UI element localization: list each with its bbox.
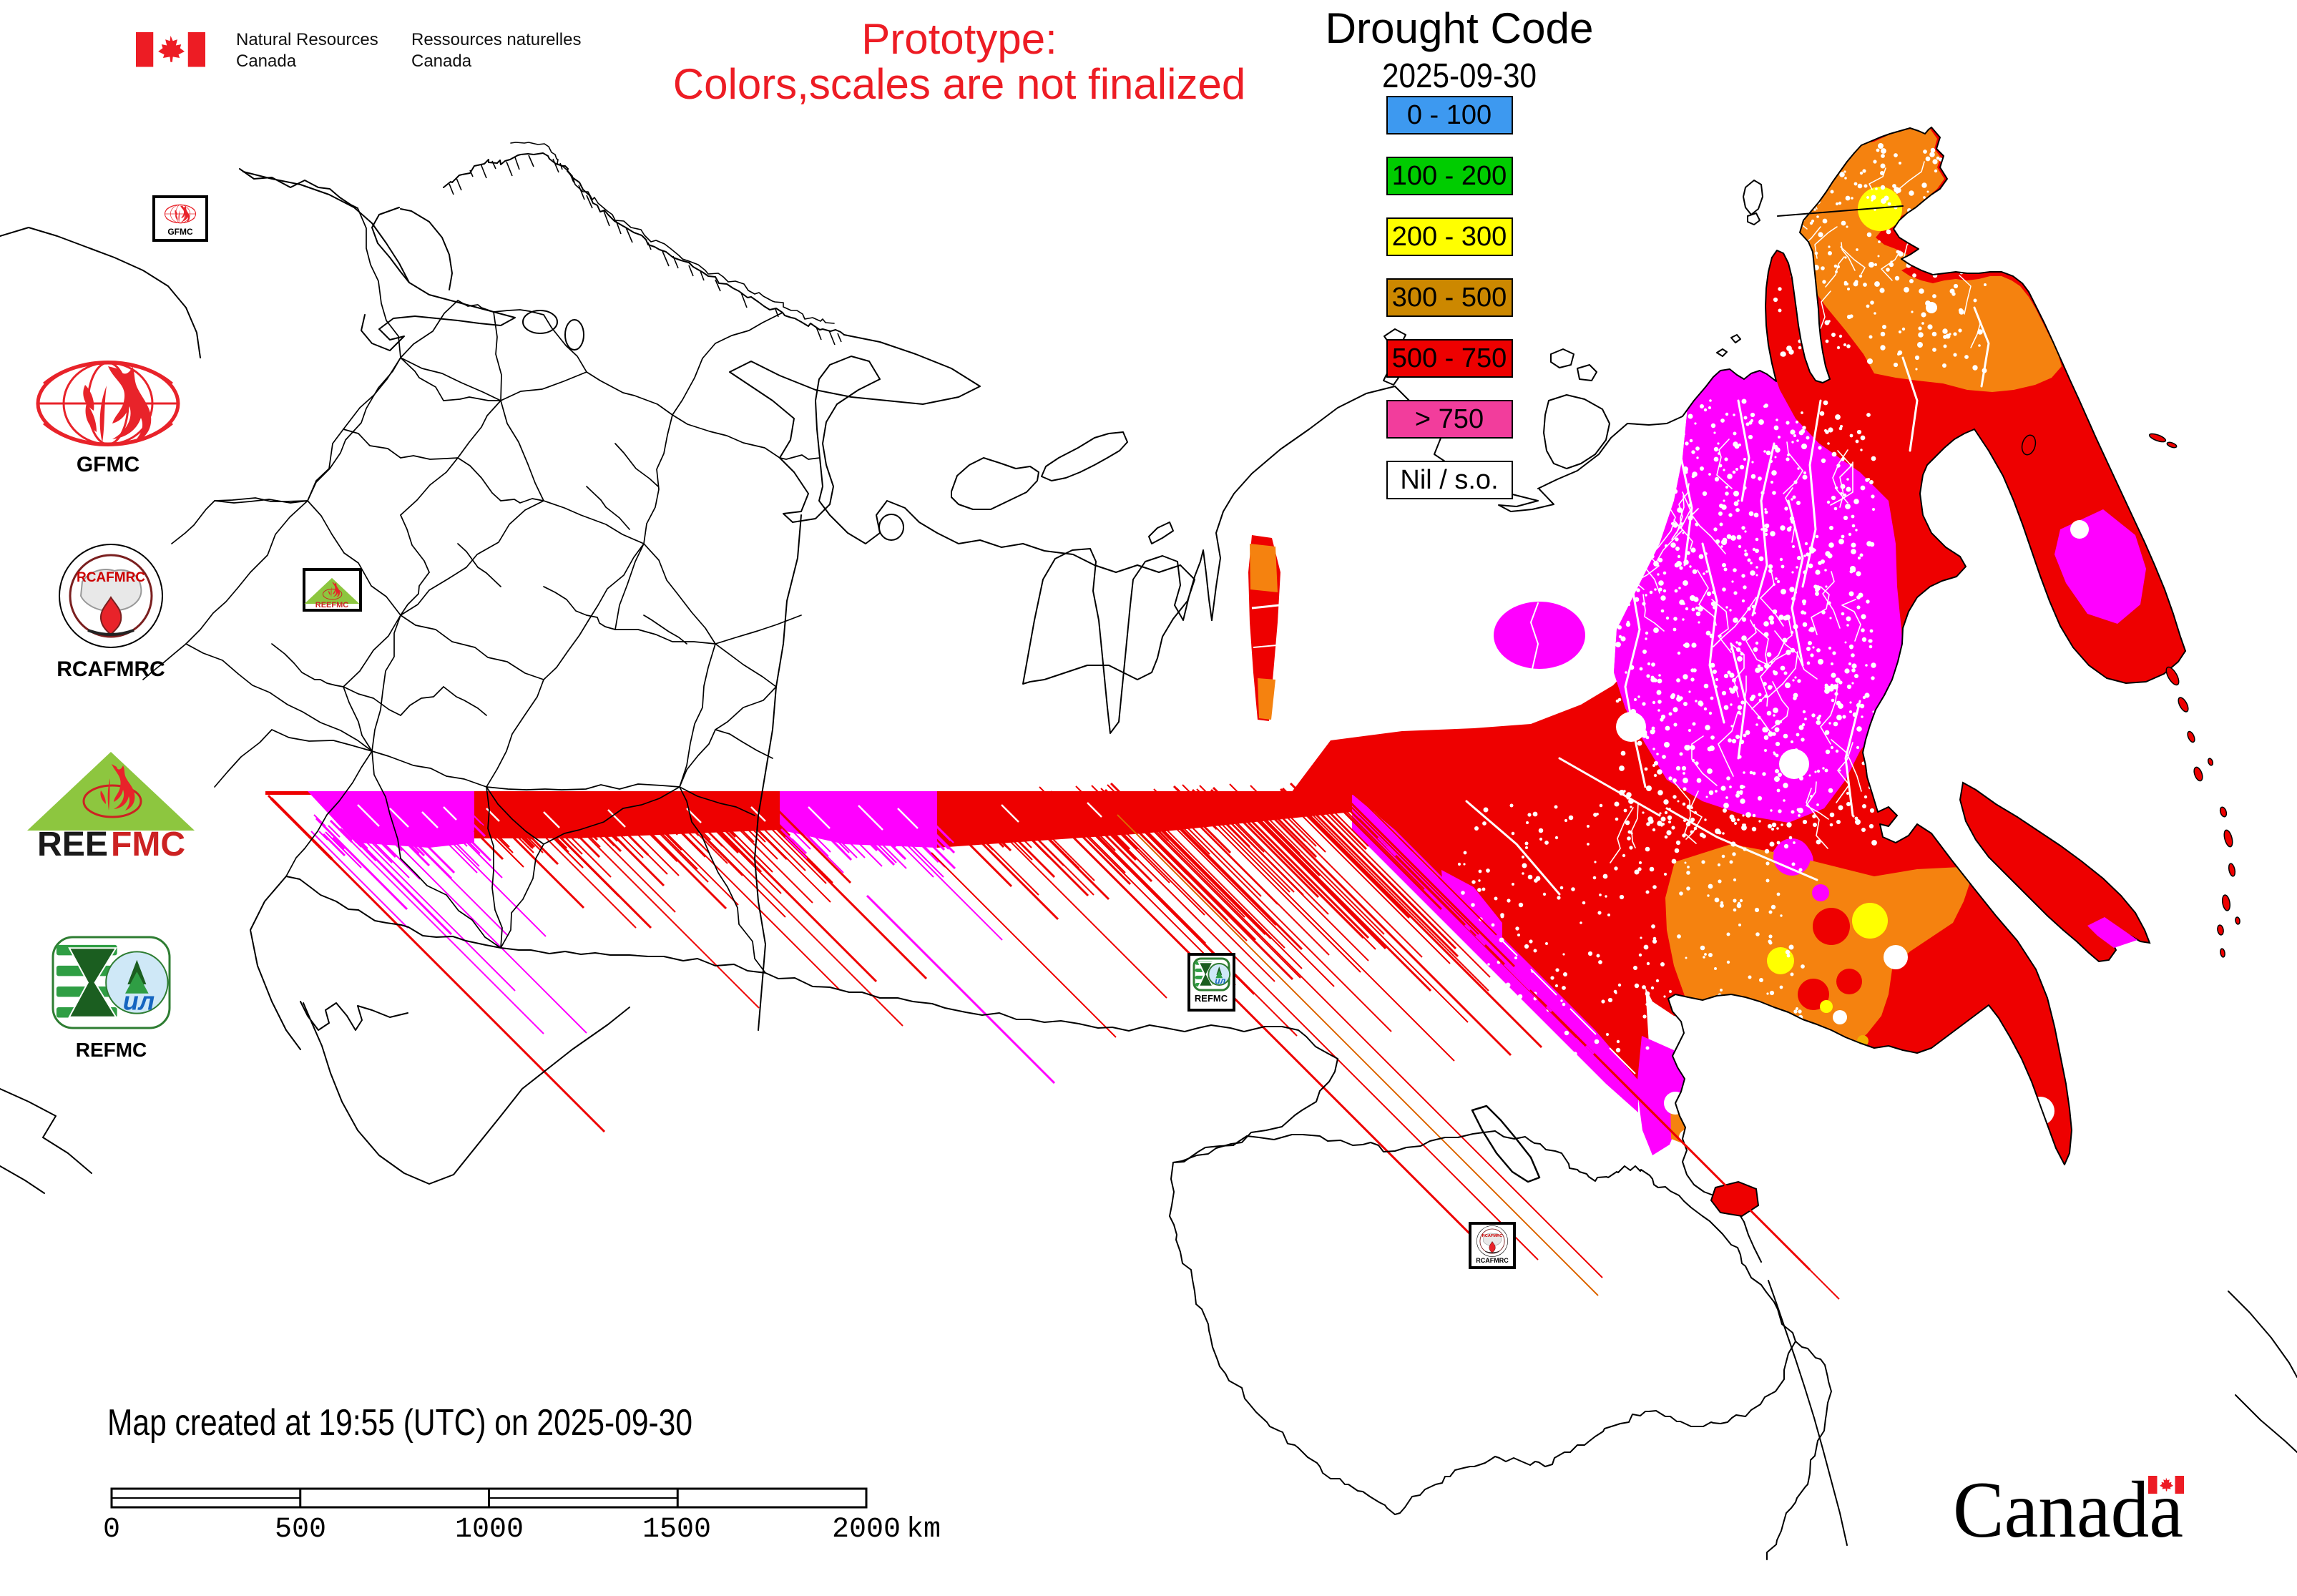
svg-text:Prototype:: Prototype:: [861, 15, 1057, 63]
svg-text:200 - 300: 200 - 300: [1392, 222, 1507, 252]
svg-text:0 - 100: 0 - 100: [1407, 100, 1492, 130]
svg-text:FMC: FMC: [111, 826, 185, 863]
svg-text:2025-09-30: 2025-09-30: [1382, 57, 1537, 95]
svg-text:500 - 750: 500 - 750: [1392, 343, 1507, 373]
svg-text:RCAFMRC: RCAFMRC: [57, 657, 165, 681]
svg-text:ил: ил: [1215, 976, 1225, 986]
svg-text:Canada: Canada: [411, 52, 472, 71]
svg-text:GFMC: GFMC: [77, 453, 139, 476]
svg-text:RCAFMRC: RCAFMRC: [77, 570, 145, 585]
svg-text:100 - 200: 100 - 200: [1392, 161, 1507, 191]
svg-text:Drought Code: Drought Code: [1326, 4, 1594, 52]
svg-text:REE: REE: [37, 826, 108, 863]
svg-text:0: 0: [103, 1514, 120, 1546]
svg-text:RCAFMRC: RCAFMRC: [1476, 1257, 1509, 1264]
svg-text:km: km: [906, 1514, 941, 1546]
svg-text:1000: 1000: [455, 1514, 524, 1546]
svg-text:2000: 2000: [832, 1514, 901, 1546]
svg-text:> 750: > 750: [1415, 404, 1484, 434]
svg-text:REFMC: REFMC: [76, 1039, 147, 1061]
svg-text:Canada: Canada: [236, 52, 297, 71]
svg-text:Nil / s.o.: Nil / s.o.: [1400, 465, 1498, 495]
svg-text:REFMC: REFMC: [1195, 993, 1228, 1004]
svg-text:1500: 1500: [642, 1514, 711, 1546]
svg-text:REEFMC: REEFMC: [315, 601, 349, 609]
svg-text:Map created at 19:55 (UTC) on: Map created at 19:55 (UTC) on 2025-09-30: [107, 1402, 692, 1444]
svg-text:300 - 500: 300 - 500: [1392, 283, 1507, 313]
svg-text:GFMC: GFMC: [167, 227, 193, 237]
svg-text:Canada: Canada: [1953, 1466, 2183, 1555]
svg-text:ил: ил: [123, 987, 155, 1016]
svg-text:Ressources naturelles: Ressources naturelles: [411, 30, 581, 49]
svg-text:Natural Resources: Natural Resources: [236, 30, 378, 49]
svg-text:RCAFMRC: RCAFMRC: [1482, 1234, 1503, 1238]
svg-text:500: 500: [275, 1514, 326, 1546]
svg-text:Colors,scales are not finalize: Colors,scales are not finalized: [673, 60, 1245, 108]
